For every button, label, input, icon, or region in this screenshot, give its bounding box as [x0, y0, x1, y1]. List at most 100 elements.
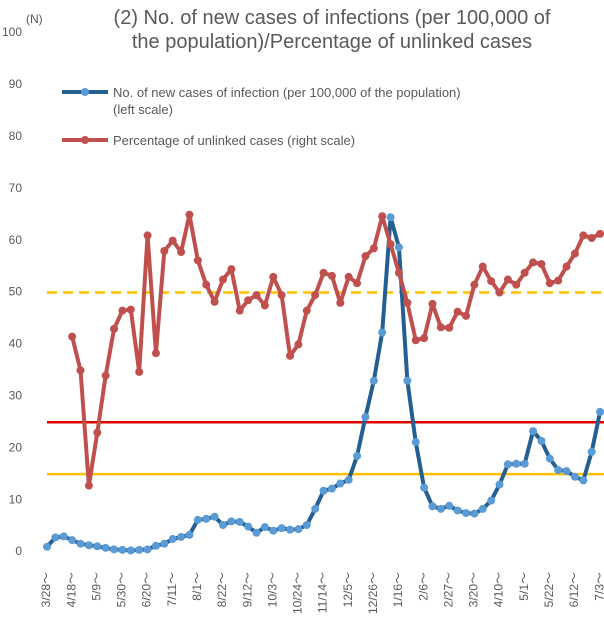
data-point — [403, 298, 412, 307]
data-point — [76, 366, 85, 375]
data-point — [336, 479, 345, 488]
data-point — [470, 280, 479, 289]
y-tick-label: 0 — [15, 544, 22, 558]
data-point — [319, 268, 328, 277]
data-point — [235, 306, 244, 315]
data-point — [218, 275, 227, 284]
data-point — [294, 525, 303, 534]
data-point — [411, 437, 420, 446]
data-point — [110, 324, 119, 333]
data-point — [394, 268, 403, 277]
data-point — [445, 323, 454, 332]
data-point — [462, 509, 470, 518]
data-point — [302, 521, 311, 530]
data-point — [587, 234, 596, 243]
data-point — [177, 248, 186, 257]
data-point — [353, 279, 362, 288]
data-point — [570, 249, 579, 258]
data-point — [403, 376, 412, 385]
data-point — [210, 512, 219, 521]
chart-title: (2) No. of new cases of infections (per … — [113, 7, 551, 53]
data-point — [177, 532, 186, 541]
data-point — [269, 272, 278, 281]
data-point — [545, 279, 554, 288]
data-point — [51, 533, 60, 542]
y-tick-label: 80 — [9, 129, 23, 143]
x-tick-label: 2/6～ — [416, 572, 430, 601]
data-point — [93, 542, 102, 551]
legend-label: Percentage of unlinked cases (right scal… — [113, 133, 356, 148]
data-point — [252, 528, 261, 537]
data-point — [244, 522, 253, 531]
y-tick-label: 100 — [2, 25, 22, 39]
x-tick-label: 9/12～ — [240, 572, 254, 607]
data-point — [43, 542, 51, 551]
data-point — [420, 334, 429, 343]
data-point — [537, 259, 546, 268]
data-point — [336, 298, 345, 307]
data-point — [529, 427, 538, 436]
data-point — [185, 530, 194, 539]
data-point — [562, 262, 571, 271]
x-tick-label: 10/3～ — [265, 572, 279, 607]
data-point — [151, 349, 160, 358]
y-tick-label: 20 — [9, 440, 23, 454]
data-point — [361, 252, 370, 261]
data-point — [386, 213, 395, 222]
data-point — [453, 506, 462, 515]
data-point — [378, 212, 387, 221]
x-tick-label: 11/14～ — [316, 572, 330, 613]
x-tick-label: 3/20～ — [467, 572, 481, 607]
data-point — [554, 465, 563, 474]
data-point — [579, 231, 588, 240]
data-point — [436, 323, 445, 332]
x-tick-label: 12/26～ — [366, 572, 380, 614]
data-point — [252, 291, 261, 300]
y-tick-label: 40 — [9, 337, 23, 351]
data-point — [378, 328, 387, 337]
data-point — [260, 301, 269, 310]
data-point — [143, 231, 152, 240]
data-point — [118, 306, 127, 315]
x-tick-label: 3/28～ — [39, 572, 53, 607]
data-point — [202, 280, 211, 289]
data-point — [445, 501, 454, 510]
data-point — [294, 340, 303, 349]
data-point — [168, 535, 177, 544]
x-tick-label: 4/10～ — [492, 572, 506, 607]
data-point — [202, 514, 211, 523]
x-tick-label: 7/3～ — [592, 572, 604, 601]
x-tick-label: 4/18～ — [64, 572, 78, 607]
x-tick-label: 5/22～ — [542, 572, 556, 607]
data-point — [101, 371, 110, 380]
data-point — [210, 297, 219, 306]
data-point — [503, 275, 512, 284]
data-point — [327, 271, 336, 280]
data-point — [135, 545, 144, 554]
series-line — [70, 212, 601, 488]
x-tick-label: 10/24～ — [291, 572, 305, 614]
data-point — [151, 541, 160, 550]
data-point — [596, 229, 604, 238]
x-tick-label: 2/27～ — [441, 572, 455, 607]
data-point — [110, 545, 119, 554]
x-tick-label: 1/16～ — [391, 572, 405, 607]
data-point — [520, 459, 529, 468]
data-point — [420, 483, 429, 492]
legend-marker — [81, 88, 89, 96]
data-point — [185, 210, 194, 219]
data-point — [84, 481, 93, 490]
data-point — [487, 496, 496, 505]
data-point — [160, 246, 169, 255]
data-point — [495, 480, 504, 489]
data-point — [495, 288, 504, 297]
data-point — [193, 515, 202, 524]
y-tick-label: 60 — [9, 233, 23, 247]
data-point — [512, 459, 521, 468]
data-point — [235, 517, 244, 526]
data-point — [68, 536, 77, 545]
data-point — [369, 244, 378, 253]
data-point — [487, 277, 496, 286]
